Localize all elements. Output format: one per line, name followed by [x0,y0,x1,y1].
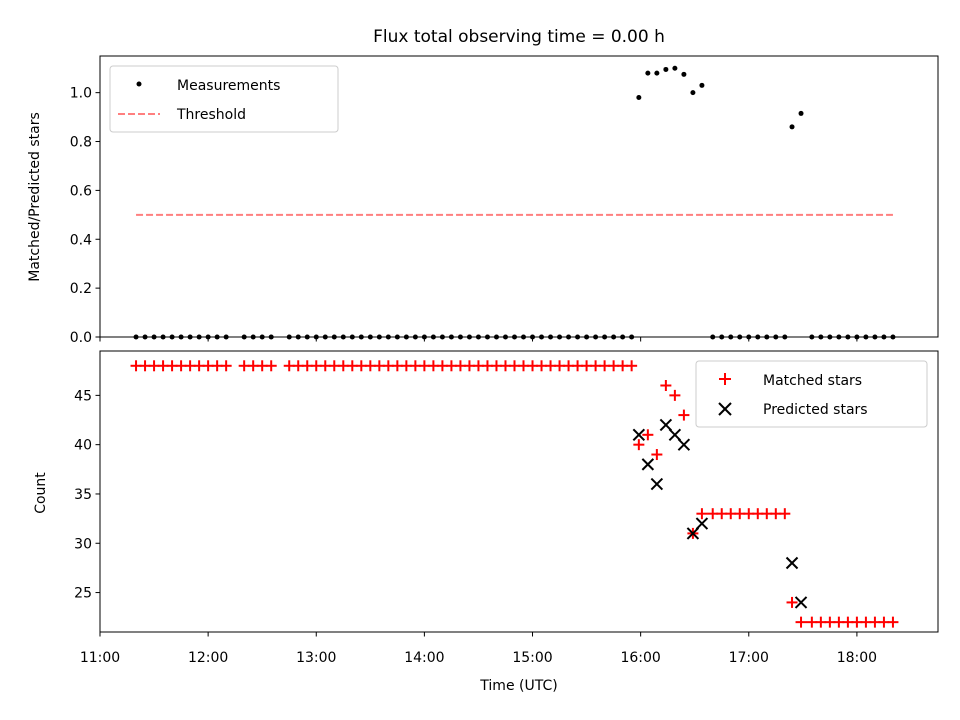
bottom-series [130,360,899,628]
matched-star-marker [265,360,277,372]
predicted-star-marker [794,596,808,609]
measurement-point [663,66,669,72]
measurements-legend-label: Measurements [177,78,280,94]
matched-star-marker [887,616,899,628]
bottom-legend: Matched stars Predicted stars [695,360,928,428]
matched-star-marker [786,596,798,608]
figure-title: Flux total observing time = 0.00 h [373,27,665,47]
matched-star-marker [678,409,690,421]
top-y-tick-label: 1.0 [70,86,92,102]
bottom-legend-box [695,360,928,428]
predicted-star-marker [785,556,799,570]
measurement-point [690,90,696,96]
bottom-y-tick-label: 45 [74,388,92,404]
matched-star-marker [633,439,645,451]
threshold-legend-label: Threshold [176,107,246,123]
measurement-point [672,65,678,71]
predicted-star-marker [632,428,646,442]
measurement-point [636,95,642,101]
predicted-legend-label: Predicted stars [763,402,868,418]
x-tick-label: 17:00 [729,650,769,666]
matched-star-marker [669,389,681,401]
measurement-point [645,70,651,76]
bottom-x-ticks: 11:00 12:00 13:00 14:00 15:00 16:00 17:00 18:00 [80,632,877,666]
flux-ratio-panel: 0.0 0.2 0.4 0.6 0.8 1.0 Matched/Predicted sta… [27,55,939,346]
top-y-ticks: 0.0 0.2 0.4 0.6 0.8 1.0 [70,86,100,346]
top-y-tick-label: 0.8 [70,135,92,151]
matched-star-marker [220,360,232,372]
bottom-y-tick-label: 25 [74,586,92,602]
predicted-star-marker [650,477,664,491]
matched-star-marker [779,508,791,520]
predicted-star-marker [677,438,691,451]
matched-legend-marker [719,373,731,385]
predicted-star-marker [641,458,655,471]
top-y-tick-label: 0.4 [70,232,92,248]
measurement-point [681,71,687,77]
bottom-axes-frame [99,350,939,633]
matched-star-marker [660,380,672,392]
top-ylabel: Matched/Predicted stars [27,112,43,282]
measurement-point [699,82,705,88]
x-tick-label: 18:00 [837,650,877,666]
matched-star-marker [642,429,654,441]
top-legend-box [109,65,339,133]
x-tick-label: 13:00 [296,650,336,666]
bottom-y-tick-label: 35 [74,487,92,503]
matched-star-marker [651,449,663,461]
top-y-tick-label: 0.6 [70,183,92,199]
measurements-legend-marker [136,81,142,87]
count-panel: 25 30 35 40 45 11:00 12:00 13:00 14:00 15:00 16:0… [33,350,939,694]
predicted-legend-marker [718,402,732,416]
bottom-y-tick-label: 30 [74,536,92,552]
top-axes-frame [99,55,939,338]
x-tick-label: 14:00 [404,650,444,666]
bottom-ylabel: Count [33,472,49,514]
x-tick-label: 15:00 [512,650,552,666]
measurement-point [798,110,804,116]
matched-star-marker [696,508,708,520]
top-legend: Measurements Threshold [109,65,339,133]
bottom-y-tick-label: 40 [74,438,92,454]
top-y-tick-label: 0.2 [70,281,92,297]
x-tick-label: 11:00 [80,650,120,666]
matched-star-marker [795,616,807,628]
matched-legend-label: Matched stars [763,373,862,389]
predicted-star-marker [668,428,682,442]
matched-star-marker [626,360,638,372]
x-axis-label: Time (UTC) [479,678,557,694]
predicted-star-marker [659,418,673,432]
x-tick-label: 12:00 [188,650,228,666]
predicted-star-marker [695,517,709,530]
measurement-point [654,70,660,76]
top-y-tick-label: 0.0 [70,330,92,346]
x-tick-label: 16:00 [620,650,660,666]
bottom-y-ticks: 25 30 35 40 45 [74,388,100,602]
predicted-star-marker [686,527,700,540]
measurement-point [789,124,795,130]
